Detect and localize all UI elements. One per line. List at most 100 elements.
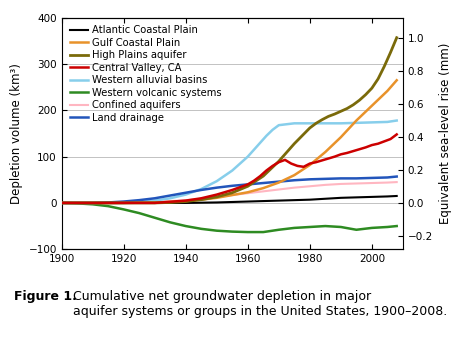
High Plains aquifer (292, 142, 297, 146)
Line: Western volcanic systems: Western volcanic systems (62, 203, 397, 232)
High Plains aquifer (344, 106, 350, 111)
Central Valley, CA (276, 160, 282, 164)
Western alluvial basins (270, 128, 275, 132)
Land drainage (214, 185, 219, 190)
High Plains aquifer (313, 121, 319, 125)
Atlantic Coastal Plain (276, 199, 282, 203)
Confined aquifers (338, 182, 344, 186)
Western volcanic systems (183, 224, 189, 228)
High Plains aquifer (59, 201, 64, 205)
Gulf Coastal Plain (183, 199, 189, 203)
Line: Atlantic Coastal Plain: Atlantic Coastal Plain (62, 196, 397, 203)
Confined aquifers (354, 181, 359, 185)
Land drainage (105, 200, 111, 205)
Land drainage (276, 179, 282, 184)
High Plains aquifer (350, 103, 356, 107)
Land drainage (307, 177, 313, 182)
Central Valley, CA (152, 201, 157, 205)
Atlantic Coastal Plain (59, 201, 64, 205)
Land drainage (167, 193, 173, 198)
Confined aquifers (245, 191, 251, 195)
Line: High Plains aquifer: High Plains aquifer (62, 38, 397, 203)
High Plains aquifer (319, 117, 325, 122)
Atlantic Coastal Plain (214, 200, 219, 205)
Gulf Coastal Plain (338, 135, 344, 139)
Atlantic Coastal Plain (260, 199, 266, 203)
Atlantic Coastal Plain (90, 201, 95, 205)
Confined aquifers (394, 180, 400, 184)
Central Valley, CA (282, 158, 288, 162)
Confined aquifers (384, 180, 390, 185)
Western volcanic systems (384, 225, 390, 229)
Line: Confined aquifers: Confined aquifers (62, 182, 397, 203)
Western alluvial basins (121, 201, 127, 205)
Central Valley, CA (214, 193, 219, 197)
Central Valley, CA (183, 199, 189, 203)
High Plains aquifer (388, 50, 393, 54)
Western volcanic systems (121, 207, 127, 211)
Central Valley, CA (294, 164, 300, 168)
Land drainage (199, 188, 204, 192)
Land drainage (121, 199, 127, 204)
Western volcanic systems (307, 225, 313, 229)
Gulf Coastal Plain (292, 173, 297, 177)
Western alluvial basins (152, 199, 157, 203)
Atlantic Coastal Plain (322, 197, 328, 201)
Atlantic Coastal Plain (338, 196, 344, 200)
Atlantic Coastal Plain (307, 198, 313, 202)
Western alluvial basins (229, 168, 235, 173)
Land drainage (152, 196, 157, 200)
Western volcanic systems (276, 227, 282, 232)
High Plains aquifer (229, 190, 235, 195)
Land drainage (137, 198, 142, 202)
Confined aquifers (59, 201, 64, 205)
Land drainage (292, 178, 297, 182)
Central Valley, CA (199, 196, 204, 200)
High Plains aquifer (326, 114, 331, 119)
Western volcanic systems (214, 229, 219, 233)
Western alluvial basins (105, 201, 111, 205)
Line: Land drainage: Land drainage (62, 177, 397, 203)
Y-axis label: Depletion volume (km³): Depletion volume (km³) (10, 63, 23, 204)
Gulf Coastal Plain (322, 150, 328, 154)
Line: Central Valley, CA: Central Valley, CA (62, 135, 397, 203)
Central Valley, CA (375, 142, 381, 146)
Land drainage (229, 184, 235, 188)
Land drainage (245, 182, 251, 187)
Central Valley, CA (245, 182, 251, 187)
Central Valley, CA (313, 160, 319, 164)
Text: Figure 1.: Figure 1. (14, 290, 77, 303)
Central Valley, CA (363, 145, 368, 150)
Central Valley, CA (350, 149, 356, 153)
Gulf Coastal Plain (90, 201, 95, 205)
Gulf Coastal Plain (167, 200, 173, 204)
Land drainage (183, 190, 189, 195)
Western alluvial basins (137, 200, 142, 204)
Western alluvial basins (74, 201, 80, 205)
High Plains aquifer (90, 201, 95, 205)
High Plains aquifer (245, 184, 251, 188)
Gulf Coastal Plain (214, 196, 219, 200)
Line: Western alluvial basins: Western alluvial basins (62, 121, 397, 203)
Gulf Coastal Plain (276, 180, 282, 185)
Western volcanic systems (245, 230, 251, 234)
High Plains aquifer (307, 126, 313, 130)
Land drainage (394, 174, 400, 179)
Central Valley, CA (356, 147, 362, 151)
Land drainage (322, 177, 328, 181)
Western alluvial basins (276, 123, 282, 127)
Western alluvial basins (354, 121, 359, 125)
Central Valley, CA (319, 158, 325, 162)
Gulf Coastal Plain (394, 78, 400, 83)
Western volcanic systems (152, 216, 157, 220)
Central Valley, CA (344, 151, 350, 155)
Confined aquifers (369, 181, 375, 185)
Western alluvial basins (264, 134, 269, 138)
Western volcanic systems (137, 211, 142, 215)
Western volcanic systems (199, 227, 204, 231)
Confined aquifers (199, 197, 204, 201)
Central Valley, CA (326, 156, 331, 161)
Central Valley, CA (288, 162, 294, 166)
Gulf Coastal Plain (369, 104, 375, 108)
Western alluvial basins (90, 201, 95, 205)
